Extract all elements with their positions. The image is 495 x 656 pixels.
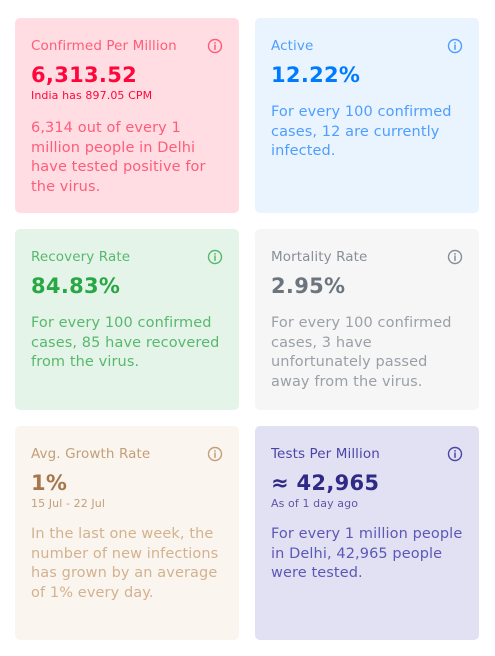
- card-title: Mortality Rate: [271, 249, 368, 265]
- card-subtext: As of 1 day ago: [271, 497, 359, 510]
- card-value: 2.95%: [271, 274, 346, 298]
- tests-per-million-card: Tests Per Million ≈ 42,965 As of 1 day a…: [255, 426, 479, 640]
- card-description: In the last one week, the number of new …: [31, 526, 219, 601]
- card-value: 1%: [31, 471, 68, 495]
- card-title: Confirmed Per Million: [31, 38, 177, 54]
- info-icon[interactable]: [447, 249, 463, 265]
- card-title: Tests Per Million: [271, 446, 380, 462]
- confirmed-per-million-card: Confirmed Per Million 6,313.52 India has…: [15, 18, 239, 213]
- card-title: Avg. Growth Rate: [31, 446, 151, 462]
- mortality-rate-card: Mortality Rate 2.95% For every 100 confi…: [255, 229, 479, 410]
- card-value: 12.22%: [271, 63, 361, 87]
- card-description: For every 100 confirmed cases, 12 are cu…: [271, 104, 452, 159]
- info-icon[interactable]: [207, 249, 223, 265]
- card-subtext: 15 Jul - 22 Jul: [31, 497, 105, 510]
- info-icon[interactable]: [207, 38, 223, 54]
- card-description: For every 100 confirmed cases, 3 have un…: [271, 315, 452, 390]
- card-title: Active: [271, 38, 314, 54]
- active-card: Active 12.22% For every 100 confirmed ca…: [255, 18, 479, 213]
- info-icon[interactable]: [207, 446, 223, 462]
- card-description: 6,314 out of every 1 million people in D…: [31, 120, 206, 195]
- info-icon[interactable]: [447, 38, 463, 54]
- recovery-rate-card: Recovery Rate 84.83% For every 100 confi…: [15, 229, 239, 410]
- card-value: ≈ 42,965: [271, 471, 380, 495]
- card-subtext: India has 897.05 CPM: [31, 89, 153, 102]
- info-icon[interactable]: [447, 446, 463, 462]
- card-description: For every 100 confirmed cases, 85 have r…: [31, 315, 220, 370]
- card-value: 84.83%: [31, 274, 121, 298]
- card-title: Recovery Rate: [31, 249, 131, 265]
- card-description: For every 1 million people in Delhi, 42,…: [271, 526, 463, 581]
- avg-growth-rate-card: Avg. Growth Rate 1% 15 Jul - 22 Jul In t…: [15, 426, 239, 640]
- card-value: 6,313.52: [31, 63, 138, 87]
